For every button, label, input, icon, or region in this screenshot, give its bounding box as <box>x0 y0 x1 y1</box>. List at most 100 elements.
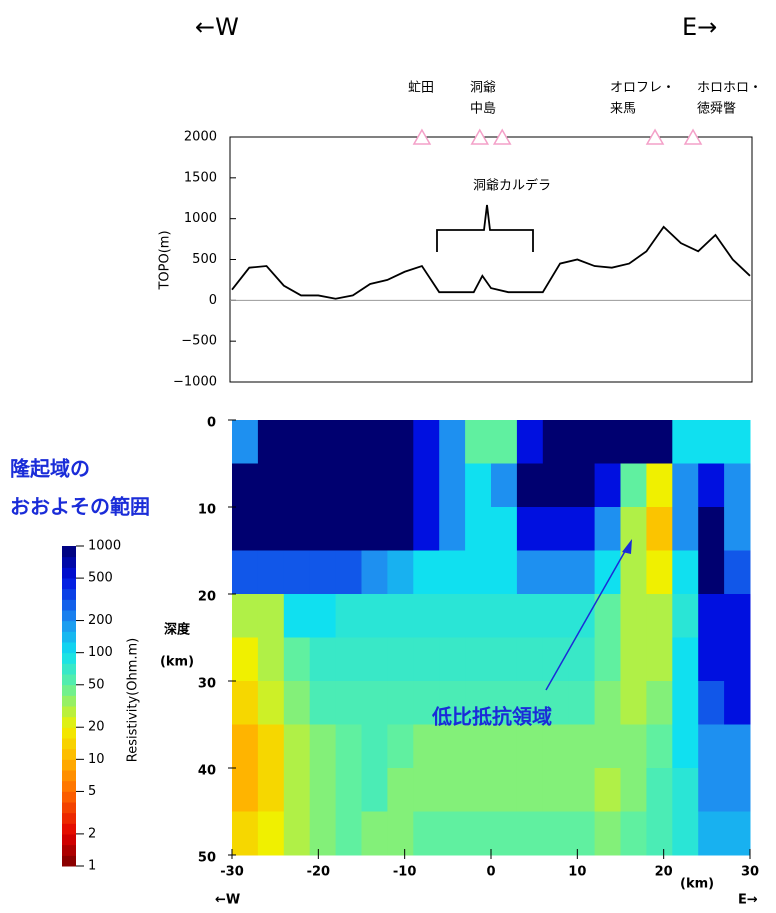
cell <box>283 594 311 638</box>
cell <box>516 507 544 551</box>
cell <box>413 637 440 682</box>
cell <box>672 681 699 725</box>
overlay: -30 -20 -10 0 10 20 30 0 10 20 30 40 50 隆起域のおおよその範囲低比… <box>10 416 759 880</box>
cell <box>542 637 570 682</box>
resistivity-section <box>232 420 751 856</box>
cell <box>387 594 414 638</box>
cell <box>542 507 570 551</box>
y-tick-label: −500 <box>181 334 217 349</box>
cell <box>335 594 362 638</box>
y-tick-label: 50 <box>198 851 216 866</box>
colorbar-band <box>62 738 76 750</box>
cell <box>724 507 751 551</box>
cell <box>309 637 337 682</box>
cell <box>542 550 570 595</box>
cell <box>491 811 518 856</box>
cell <box>387 463 414 508</box>
cell <box>465 594 492 638</box>
cell <box>594 594 621 638</box>
cell <box>646 637 673 682</box>
volcano <box>492 128 512 145</box>
cell <box>516 681 544 725</box>
cell <box>672 507 699 551</box>
cell <box>232 681 259 725</box>
cell <box>335 681 362 725</box>
cell <box>413 768 440 812</box>
cell <box>698 594 725 638</box>
colorbar-label: Resistivity(Ohm.m) <box>126 638 141 762</box>
cell <box>309 681 337 725</box>
colorbar-band <box>62 610 76 622</box>
uplift-label: 隆起域の <box>10 457 90 481</box>
cell <box>413 681 440 725</box>
cell <box>309 463 337 508</box>
colorbar-band <box>62 791 76 803</box>
cell <box>387 681 414 725</box>
cell <box>646 768 673 812</box>
cell <box>361 550 388 595</box>
topo-line <box>231 225 751 300</box>
cell <box>309 550 337 595</box>
colorbar-band <box>62 716 76 728</box>
cell <box>516 811 544 856</box>
cell <box>361 507 388 551</box>
cell <box>257 420 285 464</box>
cell <box>257 507 285 551</box>
cell <box>257 681 285 725</box>
cell <box>672 420 699 464</box>
cell <box>620 768 647 812</box>
cell <box>309 594 337 638</box>
colorbar-band <box>62 684 76 696</box>
cell <box>620 507 647 551</box>
cell <box>620 811 647 856</box>
cell <box>698 724 725 769</box>
cell <box>542 420 570 464</box>
cell <box>491 507 518 551</box>
colorbar-tick-label: 2 <box>88 826 96 841</box>
cell <box>724 768 751 812</box>
cell <box>232 550 259 595</box>
colorbar-tick-label: 50 <box>88 677 105 692</box>
cell <box>724 594 751 638</box>
cell <box>439 811 466 856</box>
cell <box>672 811 699 856</box>
cell <box>439 681 466 725</box>
depth-label: 深度 <box>164 622 191 638</box>
cell <box>257 637 285 682</box>
cell <box>413 550 440 595</box>
y-tick-label: 10 <box>198 503 216 518</box>
cell <box>516 768 544 812</box>
y-tick-label: 20 <box>198 590 216 605</box>
colorbar-band <box>62 748 76 760</box>
cell <box>232 637 259 682</box>
x-tick-label: 0 <box>486 865 495 880</box>
cell <box>283 681 311 725</box>
cell <box>724 463 751 508</box>
colorbar-band <box>62 642 76 654</box>
cell <box>594 550 621 595</box>
cell <box>465 507 492 551</box>
cell <box>335 811 362 856</box>
cell <box>335 420 362 464</box>
cell <box>568 768 596 812</box>
cell <box>309 724 337 769</box>
cell <box>542 724 570 769</box>
volcano-label: 徳舜瞥 <box>697 102 736 117</box>
cell <box>232 420 259 464</box>
cell <box>646 681 673 725</box>
cell <box>724 420 751 464</box>
cell <box>283 550 311 595</box>
arrow-head <box>622 539 632 554</box>
cell <box>232 507 259 551</box>
cell <box>620 594 647 638</box>
cell <box>646 724 673 769</box>
y-tick-label: 30 <box>198 677 216 692</box>
cell <box>361 594 388 638</box>
caldera-bracket <box>436 204 534 252</box>
colorbar-band <box>62 727 76 739</box>
cell <box>672 724 699 769</box>
cell <box>283 507 311 551</box>
cell <box>594 768 621 812</box>
cell <box>491 768 518 812</box>
cell <box>594 637 621 682</box>
